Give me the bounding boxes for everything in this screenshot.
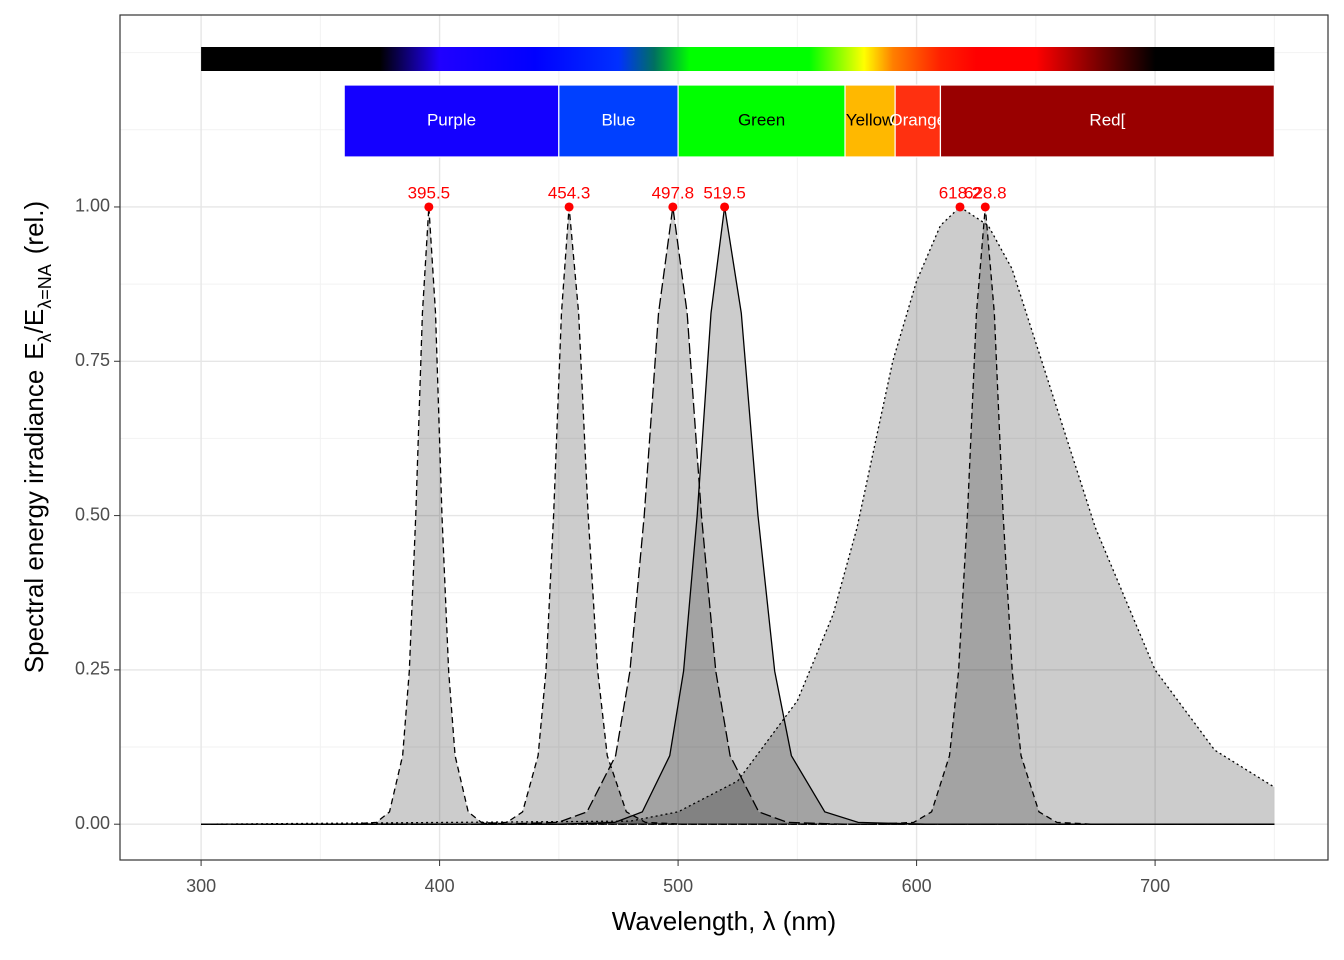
band-label: Purple	[427, 110, 476, 129]
spectrum-area	[201, 206, 1275, 825]
y-axis-title: Spectral energy irradianceEλ/Eλ=NA(rel.)	[19, 201, 55, 673]
spectrum-area	[201, 206, 1275, 825]
x-tick-label: 700	[1140, 876, 1170, 896]
x-tick-label: 500	[663, 876, 693, 896]
band-label: Red[	[1089, 110, 1125, 129]
peak-label: 395.5	[408, 183, 451, 202]
spectrum-line	[201, 206, 1275, 825]
peak-point	[955, 202, 965, 212]
y-tick-label: 0.00	[75, 813, 110, 833]
y-tick-label: 0.50	[75, 504, 110, 524]
y-tick-label: 0.25	[75, 659, 110, 679]
peak-point	[720, 202, 730, 212]
y-title-part: λ	[35, 333, 55, 342]
band-label: Yellow	[846, 110, 895, 129]
peak-label: 497.8	[652, 183, 695, 202]
y-title-part: /	[19, 325, 49, 333]
y-title-part: (rel.)	[19, 201, 49, 254]
y-tick-label: 1.00	[75, 196, 110, 216]
band-label: Orange	[889, 110, 946, 129]
band	[894, 84, 942, 158]
x-axis-title: Wavelength, λ (nm)	[612, 906, 836, 936]
band-label: Blue	[601, 110, 635, 129]
peak-label: 628.8	[964, 183, 1007, 202]
peak-point	[980, 202, 990, 212]
band	[939, 84, 1275, 158]
peak-point	[668, 202, 678, 212]
spectrum-line	[201, 206, 1275, 825]
band-label: Green	[738, 110, 785, 129]
panel-border	[119, 14, 1329, 861]
x-tick-label: 400	[425, 876, 455, 896]
x-tick-label: 300	[186, 876, 216, 896]
peak-label: 618.2	[939, 183, 982, 202]
color-bar	[201, 47, 1275, 71]
x-tick-label: 600	[902, 876, 932, 896]
peak-point	[424, 202, 434, 212]
y-title-part: Spectral energy irradiance	[19, 370, 49, 674]
spectrum-line	[201, 206, 1275, 825]
peak-point	[564, 202, 574, 212]
spectrum-area	[201, 206, 1275, 825]
y-tick-label: 0.75	[75, 350, 110, 370]
y-title-part: λ=NA	[35, 264, 55, 309]
peak-label: 519.5	[703, 183, 746, 202]
band	[677, 84, 846, 158]
peak-label: 454.3	[548, 183, 591, 202]
y-title-part: E	[19, 309, 49, 326]
band	[844, 84, 896, 158]
y-title-part: E	[19, 342, 49, 359]
